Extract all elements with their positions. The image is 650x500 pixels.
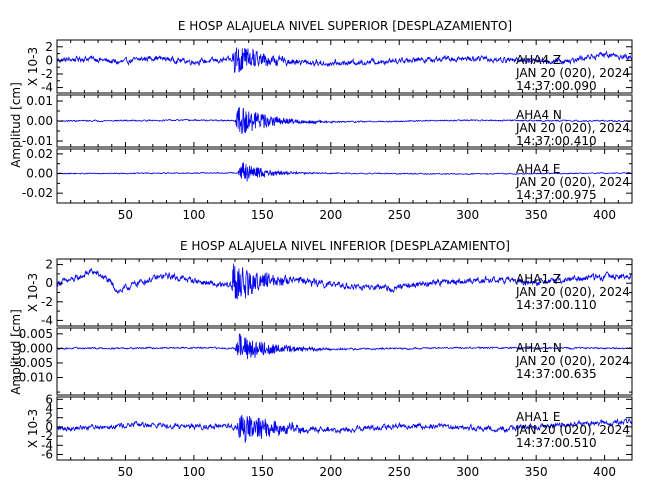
x-tick-label: 150 <box>251 208 274 222</box>
y-tick-label: -6 <box>41 447 53 461</box>
x-tick-label: 250 <box>388 465 411 479</box>
upper-panel-ylabel: Amplitud [cm] <box>9 82 23 168</box>
station-label: AHA1 Z <box>516 272 561 286</box>
x-tick-label: 150 <box>251 465 274 479</box>
x-tick-label: 400 <box>593 465 616 479</box>
date-label: JAN 20 (020), 2024 <box>515 423 630 437</box>
y-tick-label: 4 <box>45 401 53 415</box>
time-label: 14:37:00.975 <box>516 188 597 202</box>
y-tick-label: 2 <box>45 40 53 54</box>
waveform-line <box>56 333 633 360</box>
x-tick-label: 350 <box>525 465 548 479</box>
date-label: JAN 20 (020), 2024 <box>515 285 630 299</box>
time-label: 14:37:00.635 <box>516 367 597 381</box>
lower-panel-title: E HOSP ALAJUELA NIVEL INFERIOR [DESPLAZA… <box>180 239 510 253</box>
waveform-line <box>56 415 633 443</box>
scale-label: X 10-3 <box>26 273 40 312</box>
y-tick-label: -4 <box>41 438 53 452</box>
x-tick-label: 300 <box>456 208 479 222</box>
y-tick-label: -0.02 <box>22 186 53 200</box>
lower-level-panel: E HOSP ALAJUELA NIVEL INFERIOR [DESPLAZA… <box>9 239 633 479</box>
upper-level-panel: E HOSP ALAJUELA NIVEL SUPERIOR [DESPLAZA… <box>9 19 633 222</box>
waveform-line <box>56 162 633 182</box>
y-tick-label: -2 <box>41 429 53 443</box>
station-label: AHA4 E <box>516 162 560 176</box>
x-tick-label: 50 <box>118 208 133 222</box>
waveform-line <box>56 47 633 73</box>
lower-panel-ylabel: Amplitud [cm] <box>9 309 23 395</box>
y-tick-label: 0 <box>45 276 53 290</box>
station-label: AHA1 E <box>516 410 560 424</box>
y-tick-label: 0.005 <box>19 327 53 341</box>
date-label: JAN 20 (020), 2024 <box>515 175 630 189</box>
y-tick-label: -2 <box>41 295 53 309</box>
waveform-line <box>56 107 633 135</box>
time-label: 14:37:00.110 <box>516 298 597 312</box>
x-tick-label: 100 <box>182 465 205 479</box>
x-tick-label: 400 <box>593 208 616 222</box>
y-tick-label: -4 <box>41 81 53 95</box>
y-tick-label: 2 <box>45 258 53 272</box>
y-tick-label: 0 <box>45 53 53 67</box>
x-tick-label: 350 <box>525 208 548 222</box>
scale-label: X 10-3 <box>26 409 40 448</box>
x-tick-label: 200 <box>319 465 342 479</box>
y-tick-label: 0.00 <box>26 167 53 181</box>
y-tick-label: -0.010 <box>14 371 53 385</box>
waveform-line <box>56 263 633 300</box>
y-tick-label: 2 <box>45 411 53 425</box>
y-tick-label: -0.01 <box>22 134 53 148</box>
x-tick-label: 50 <box>118 465 133 479</box>
time-label: 14:37:00.090 <box>516 79 597 93</box>
station-label: AHA4 N <box>516 108 562 122</box>
time-label: 14:37:00.510 <box>516 436 597 450</box>
x-tick-label: 250 <box>388 208 411 222</box>
date-label: JAN 20 (020), 2024 <box>515 354 630 368</box>
date-label: JAN 20 (020), 2024 <box>515 66 630 80</box>
y-tick-label: 0.000 <box>19 341 53 355</box>
date-label: JAN 20 (020), 2024 <box>515 121 630 135</box>
y-tick-label: 0.01 <box>26 94 53 108</box>
y-tick-label: 0 <box>45 420 53 434</box>
upper-panel-title: E HOSP ALAJUELA NIVEL SUPERIOR [DESPLAZA… <box>178 19 512 33</box>
x-tick-label: 200 <box>319 208 342 222</box>
y-tick-label: 0.02 <box>26 147 53 161</box>
y-tick-label: -2 <box>41 67 53 81</box>
x-tick-label: 100 <box>182 208 205 222</box>
y-tick-label: -0.005 <box>14 356 53 370</box>
scale-label: X 10-3 <box>26 47 40 86</box>
y-tick-label: -4 <box>41 313 53 327</box>
time-label: 14:37:00.410 <box>516 134 597 148</box>
x-tick-label: 300 <box>456 465 479 479</box>
station-label: AHA1 N <box>516 341 562 355</box>
y-tick-label: 6 <box>45 392 53 406</box>
y-tick-label: 0.00 <box>26 114 53 128</box>
station-label: AHA4 Z <box>516 53 561 67</box>
